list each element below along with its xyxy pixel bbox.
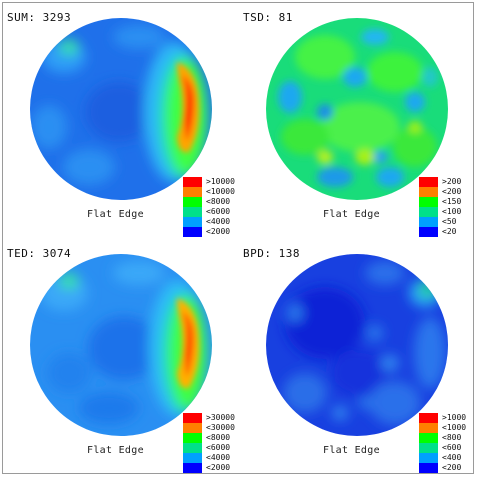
legend-item: >10000: [183, 177, 235, 187]
legend: >10000 <10000 <8000 <6000 <4000 <2000: [183, 177, 235, 237]
legend-item: <400: [419, 453, 466, 463]
legend-swatch: [419, 177, 438, 187]
legend-swatch: [183, 177, 202, 187]
flat-edge-label: Flat Edge: [323, 209, 380, 220]
legend-item: <30000: [183, 423, 235, 433]
legend-label: <20: [442, 227, 457, 236]
legend-swatch: [183, 187, 202, 197]
legend-swatch: [183, 207, 202, 217]
legend-swatch: [183, 217, 202, 227]
legend-item: <800: [419, 433, 466, 443]
legend-swatch: [183, 453, 202, 463]
legend-label: >30000: [206, 413, 235, 422]
legend-label: >1000: [442, 413, 467, 422]
panel-ted: TED: 3074: [3, 239, 239, 475]
legend-label: <8000: [206, 433, 231, 442]
legend-item: <50: [419, 217, 461, 227]
wafer-map-ted: [30, 254, 212, 436]
legend-label: <400: [442, 453, 462, 462]
wafer-map-tsd: [266, 18, 448, 200]
legend-swatch: [419, 443, 438, 453]
legend-item: <4000: [183, 453, 235, 463]
panel-bpd: BPD: 138: [239, 239, 475, 475]
legend-item: <200: [419, 463, 466, 473]
legend-item: <100: [419, 207, 461, 217]
panel-title: BPD: 138: [243, 247, 300, 260]
legend-item: <150: [419, 197, 461, 207]
legend-label: <200: [442, 187, 462, 196]
legend-swatch: [419, 227, 438, 237]
legend-label: <200: [442, 463, 462, 472]
legend: >30000 <30000 <8000 <6000 <4000 <2000: [183, 413, 235, 473]
legend-item: >200: [419, 177, 461, 187]
legend-item: <4000: [183, 217, 235, 227]
legend-label: >10000: [206, 177, 235, 186]
wafer-map-sum: [30, 18, 212, 200]
legend-swatch: [419, 217, 438, 227]
legend-swatch: [183, 227, 202, 237]
legend-label: <1000: [442, 423, 467, 432]
legend-item: <1000: [419, 423, 466, 433]
legend-item: <6000: [183, 207, 235, 217]
legend-item: <2000: [183, 463, 235, 473]
legend-swatch: [419, 463, 438, 473]
legend-swatch: [183, 413, 202, 423]
legend-label: <6000: [206, 207, 231, 216]
legend-swatch: [419, 433, 438, 443]
legend-label: <2000: [206, 463, 231, 472]
legend-label: <10000: [206, 187, 235, 196]
legend-label: <4000: [206, 453, 231, 462]
legend-swatch: [419, 207, 438, 217]
legend-item: >30000: [183, 413, 235, 423]
legend-label: <4000: [206, 217, 231, 226]
legend: >200 <200 <150 <100 <50 <20: [419, 177, 461, 237]
legend-label: <150: [442, 197, 462, 206]
legend-item: <6000: [183, 443, 235, 453]
legend-item: >1000: [419, 413, 466, 423]
panel-title: TED: 3074: [7, 247, 72, 260]
legend-item: <10000: [183, 187, 235, 197]
legend-item: <600: [419, 443, 466, 453]
legend-swatch: [419, 187, 438, 197]
legend-label: <30000: [206, 423, 235, 432]
legend-label: <800: [442, 433, 462, 442]
panel-tsd: TSD: 81: [239, 3, 475, 239]
panel-sum: SUM: 3293: [3, 3, 239, 239]
legend-label: <2000: [206, 227, 231, 236]
legend-swatch: [183, 197, 202, 207]
legend-item: <8000: [183, 433, 235, 443]
legend-label: <50: [442, 217, 457, 226]
flat-edge-label: Flat Edge: [87, 209, 144, 220]
legend-label: <100: [442, 207, 462, 216]
legend-swatch: [183, 463, 202, 473]
legend: >1000 <1000 <800 <600 <400 <200: [419, 413, 466, 473]
legend-label: <600: [442, 443, 462, 452]
legend-swatch: [419, 413, 438, 423]
flat-edge-label: Flat Edge: [323, 445, 380, 456]
figure-frame: SUM: 3293: [2, 2, 474, 474]
legend-swatch: [183, 433, 202, 443]
legend-swatch: [183, 443, 202, 453]
legend-swatch: [419, 453, 438, 463]
legend-item: <8000: [183, 197, 235, 207]
legend-label: >200: [442, 177, 462, 186]
wafer-map-bpd: [266, 254, 448, 436]
legend-label: <8000: [206, 197, 231, 206]
panel-title: TSD: 81: [243, 11, 293, 24]
legend-swatch: [419, 197, 438, 207]
panel-title: SUM: 3293: [7, 11, 72, 24]
legend-swatch: [419, 423, 438, 433]
legend-item: <2000: [183, 227, 235, 237]
legend-swatch: [183, 423, 202, 433]
legend-label: <6000: [206, 443, 231, 452]
legend-item: <200: [419, 187, 461, 197]
legend-item: <20: [419, 227, 461, 237]
flat-edge-label: Flat Edge: [87, 445, 144, 456]
